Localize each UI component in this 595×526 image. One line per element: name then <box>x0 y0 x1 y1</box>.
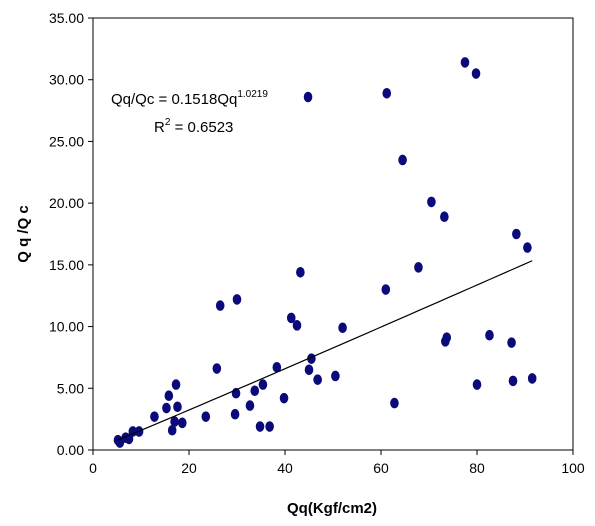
data-point <box>232 294 242 305</box>
y-tick-label: 30.00 <box>49 72 84 88</box>
data-point <box>390 397 399 409</box>
data-point <box>255 421 265 432</box>
data-point <box>313 374 322 385</box>
y-axis-title: Q q /Q c <box>15 205 32 263</box>
data-point <box>265 421 274 432</box>
data-point <box>272 362 282 373</box>
data-point <box>162 402 171 414</box>
data-point <box>523 242 532 253</box>
data-point <box>427 196 436 208</box>
data-point <box>167 424 177 436</box>
y-tick-label: 25.00 <box>49 133 84 149</box>
data-point <box>472 379 482 390</box>
data-point <box>286 312 296 324</box>
plot-area <box>92 17 574 451</box>
x-tick-label: 80 <box>469 460 485 476</box>
y-tick-label: 35.00 <box>49 10 84 26</box>
y-tick-label: 10.00 <box>49 319 84 335</box>
y-tick-label: 20.00 <box>49 195 84 211</box>
equation-main: Qq/Qc = 0.1518Qq <box>111 91 237 108</box>
y-tick-label: 15.00 <box>49 257 84 273</box>
x-axis-title: Qq(Kgf/cm2) <box>287 500 377 517</box>
data-point <box>296 266 305 278</box>
equation-exponent: 1.0219 <box>237 89 268 100</box>
power-trendline <box>116 260 533 441</box>
data-point <box>292 320 302 331</box>
plot-frame <box>92 17 574 451</box>
r-squared-prefix: R <box>154 119 165 136</box>
r-squared-label: R2 = 0.6523 <box>154 117 233 136</box>
x-tick-label: 60 <box>373 460 389 476</box>
data-point <box>170 416 179 427</box>
data-point <box>382 87 392 99</box>
data-point <box>471 68 481 79</box>
data-point <box>164 390 174 401</box>
x-tick-label: 20 <box>181 460 197 476</box>
data-point <box>507 337 516 348</box>
data-point <box>245 400 255 411</box>
data-point <box>512 228 521 240</box>
x-axis-ticks: 0 20 40 60 80 100 <box>89 450 585 476</box>
x-tick-label: 100 <box>561 460 585 476</box>
data-point <box>304 364 314 376</box>
data-points <box>113 57 537 448</box>
y-tick-label: 0.00 <box>57 442 84 458</box>
data-point <box>177 417 187 429</box>
r-squared-value: = 0.6523 <box>170 119 233 136</box>
data-point <box>212 363 222 374</box>
y-tick-label: 5.00 <box>57 380 84 396</box>
data-point <box>527 373 537 384</box>
data-point <box>215 300 225 311</box>
equation-label: Qq/Qc = 0.1518Qq1.0219 <box>111 89 268 108</box>
data-point <box>171 379 181 390</box>
x-tick-label: 0 <box>89 460 97 476</box>
data-point <box>508 375 518 387</box>
data-point <box>173 401 182 413</box>
data-point <box>485 329 494 341</box>
data-point <box>398 154 407 166</box>
trendline-group <box>116 260 533 441</box>
data-point <box>338 322 347 334</box>
data-point <box>303 91 313 103</box>
data-point <box>381 284 391 295</box>
data-point <box>414 262 423 273</box>
data-point <box>279 392 289 404</box>
data-point <box>258 379 268 390</box>
data-point <box>201 411 211 422</box>
data-point <box>442 332 452 343</box>
data-point <box>460 57 470 68</box>
r-squared-superscript: 2 <box>165 117 171 128</box>
data-point <box>331 370 340 382</box>
y-axis-ticks: 0.00 5.00 10.00 15.00 20.00 25.00 30.00 35.00 <box>49 10 93 458</box>
data-point <box>250 385 260 397</box>
data-point <box>150 411 159 422</box>
data-point <box>440 211 449 223</box>
x-tick-label: 40 <box>277 460 293 476</box>
data-point <box>230 408 240 420</box>
